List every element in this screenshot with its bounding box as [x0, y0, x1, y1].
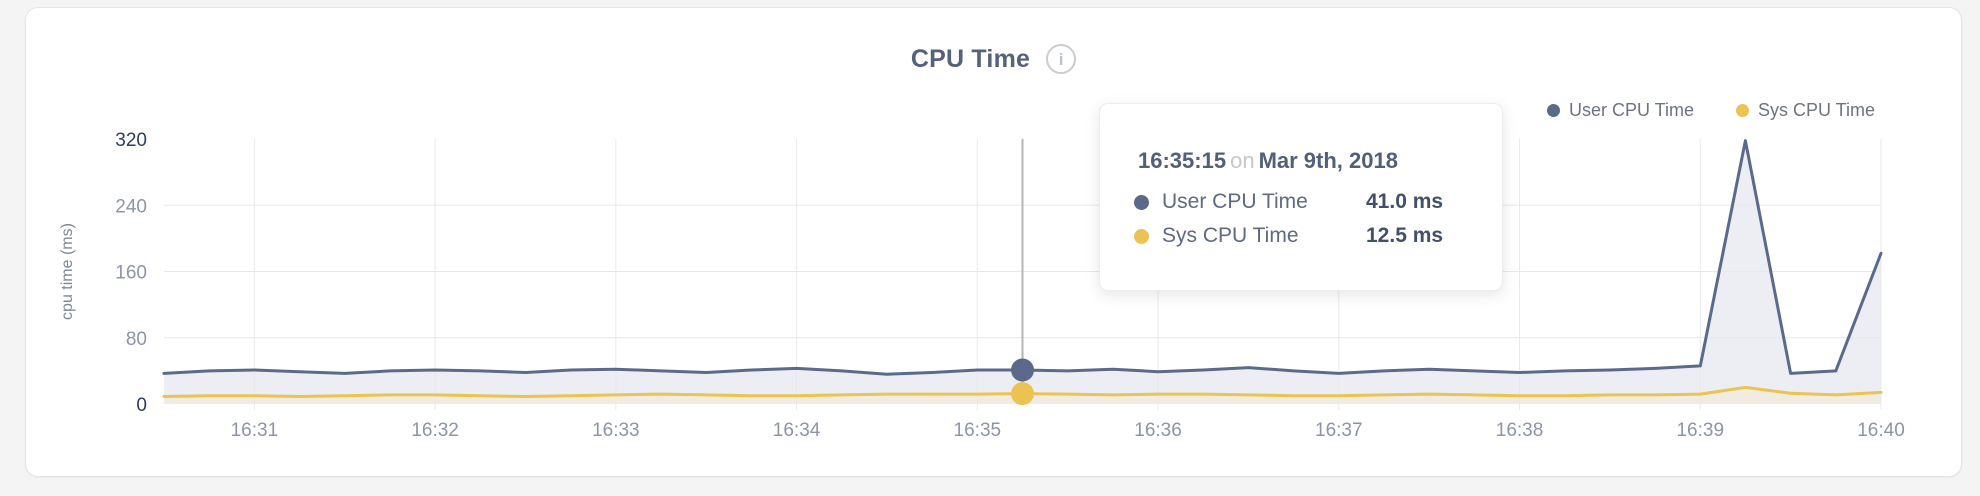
legend-item-sys[interactable]: Sys CPU Time — [1735, 100, 1875, 121]
tooltip-label-user: User CPU Time — [1162, 190, 1308, 213]
svg-text:16:38: 16:38 — [1496, 420, 1544, 441]
legend-label-user: User CPU Time — [1568, 100, 1694, 120]
svg-text:0: 0 — [136, 395, 147, 416]
tooltip-header: 16:35:15 on Mar 9th, 2018 — [1138, 148, 1398, 174]
svg-text:16:31: 16:31 — [231, 420, 279, 441]
svg-text:16:36: 16:36 — [1134, 420, 1182, 441]
tooltip-time: 16:35:15 — [1138, 148, 1227, 173]
hover-point-user — [1011, 358, 1034, 382]
chart-legend: User CPU Time Sys CPU Time — [1546, 100, 1875, 121]
svg-text:320: 320 — [115, 130, 147, 151]
legend-dot-user-icon — [1546, 104, 1560, 117]
legend-label-sys: Sys CPU Time — [1757, 100, 1875, 120]
x-axis-labels: 16:31 16:32 16:33 16:34 16:35 16:36 16:37 16:38… — [231, 420, 1905, 441]
svg-text:240: 240 — [115, 196, 147, 217]
cpu-time-chart[interactable]: 16:31 16:32 16:33 16:34 16:35 16:36 16:37 16:38… — [26, 8, 1963, 478]
panel-header: CPU Time i — [26, 44, 1961, 74]
area-user — [164, 140, 1881, 404]
tooltip-value-sys: 12.5 ms — [1366, 224, 1444, 247]
svg-text:16:39: 16:39 — [1676, 420, 1724, 441]
tooltip-dot-sys-icon — [1134, 228, 1149, 244]
tooltip-connector: on — [1230, 148, 1255, 173]
legend-item-user[interactable]: User CPU Time — [1546, 100, 1694, 121]
cpu-time-panel: CPU Time i User CPU Time Sys CPU Time 16… — [25, 7, 1962, 477]
tooltip-row-user: User CPU Time 41.0 ms — [1134, 190, 1443, 214]
svg-text:160: 160 — [115, 263, 147, 284]
chart-tooltip: 16:35:15 on Mar 9th, 2018 User CPU Time 41… — [1099, 103, 1503, 291]
info-icon[interactable]: i — [1046, 44, 1077, 74]
svg-text:16:35: 16:35 — [954, 420, 1002, 441]
y-axis-labels: 0 80 160 240 320 — [115, 130, 147, 416]
hover-point-sys — [1011, 382, 1034, 406]
tooltip-row-sys: Sys CPU Time 12.5 ms — [1134, 224, 1443, 248]
svg-text:16:32: 16:32 — [411, 420, 459, 441]
tooltip-value-user: 41.0 ms — [1366, 190, 1444, 213]
svg-text:80: 80 — [126, 329, 147, 350]
svg-text:16:33: 16:33 — [592, 420, 640, 441]
svg-text:16:37: 16:37 — [1315, 420, 1363, 441]
tooltip-dot-user-icon — [1134, 194, 1149, 210]
tooltip-label-sys: Sys CPU Time — [1162, 224, 1299, 247]
legend-dot-sys-icon — [1735, 104, 1749, 117]
svg-text:16:40: 16:40 — [1857, 420, 1905, 441]
chart-title: CPU Time — [910, 44, 1031, 73]
y-axis-title: cpu time (ms) — [59, 223, 76, 320]
hover-crosshair — [1011, 139, 1034, 406]
svg-text:16:34: 16:34 — [773, 420, 821, 441]
tooltip-date: Mar 9th, 2018 — [1258, 148, 1398, 173]
